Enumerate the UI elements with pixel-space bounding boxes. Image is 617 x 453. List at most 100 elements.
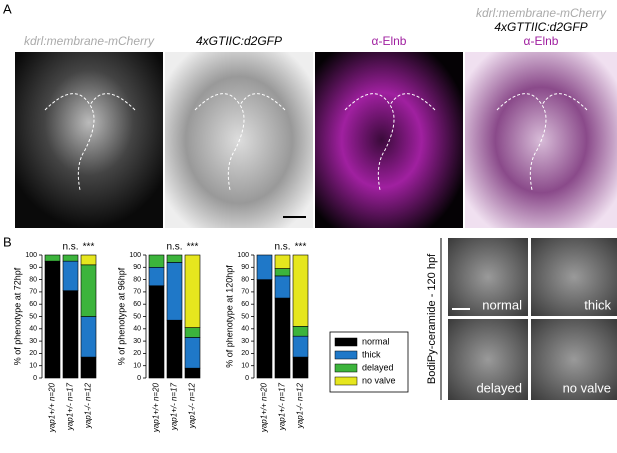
bar-segment [184,327,201,338]
bar-segment [292,326,309,337]
significance: *** [83,242,95,253]
bar-segment [148,266,165,287]
image [448,238,528,316]
panel-label: B [3,234,12,249]
y-tick-label: 90 [133,264,141,271]
x-tick-label: yap1-/- n=12 [188,382,197,429]
y-tick-label: 100 [25,252,37,259]
legend-label: thick [362,349,381,359]
legend-label: delayed [362,362,394,372]
legend-swatch [334,337,358,347]
y-tick-label: 0 [33,375,37,382]
y-tick-label: 60 [133,301,141,308]
bar-segment [80,254,97,266]
micrographs [15,52,617,228]
y-tick-label: 10 [241,363,249,370]
y-tick-label: 70 [133,289,141,296]
y-tick-label: 0 [137,375,141,382]
image [448,319,528,400]
y-tick-label: 60 [241,301,249,308]
y-tick-label: 70 [241,289,249,296]
y-tick-label: 50 [29,313,37,320]
image-title: 4xGTIIC:d2GFP [196,34,282,48]
legend-swatch [334,350,358,360]
y-tick-label: 80 [29,276,37,283]
legend-label: normal [362,336,390,346]
x-tick-label: yap1+/+ n=20 [260,382,269,433]
x-tick-label: yap1+/- n=17 [66,382,75,431]
bodipy-grid: BodiPy-ceramide - 120 hpf [426,238,617,400]
significance: n.s. [274,242,290,253]
y-axis-label: % of phenotype at 120hpf [224,265,234,368]
y-tick-label: 40 [133,326,141,333]
bar-segment [44,254,61,262]
y-axis-label: % of phenotype at 72hpf [12,267,22,365]
bar-segment [148,254,165,268]
bar-segment [148,285,165,379]
bar-segment [256,254,273,280]
image-title: α-Elnb [524,34,559,48]
bar-segment [166,262,183,321]
image-title: kdrl:membrane-mCherry [476,6,607,20]
image-title: 4xGTTIIC:d2GFP [494,20,587,34]
y-tick-label: 90 [241,264,249,271]
y-tick-label: 100 [237,252,249,259]
image-label: thick [584,297,611,312]
y-tick-label: 70 [29,289,37,296]
x-tick-label: yap1-/- n=12 [84,382,93,429]
bar-segment [80,264,97,317]
y-tick-label: 20 [29,350,37,357]
y-tick-label: 30 [241,338,249,345]
y-tick-label: 10 [133,363,141,370]
bar-segment [62,260,79,291]
panel-label: A [3,1,12,16]
y-tick-label: 90 [29,264,37,271]
bar-segment [274,254,291,269]
legend-label: no valve [362,375,396,385]
y-tick-label: 30 [29,338,37,345]
y-tick-label: 60 [29,301,37,308]
bar-segment [292,356,309,379]
x-tick-label: yap1+/- n=17 [170,382,179,431]
bar-segment [274,297,291,379]
y-tick-label: 10 [29,363,37,370]
bar-segment [44,260,61,379]
y-axis-label: % of phenotype at 96hpf [116,267,126,365]
image [531,238,617,316]
image [531,319,617,400]
x-tick-label: yap1-/- n=12 [296,382,305,429]
bar-segment [256,279,273,379]
bar-segment [292,254,309,327]
image-label: no valve [563,380,611,395]
bar-segment [166,254,183,263]
outline [44,93,588,191]
y-tick-label: 40 [29,326,37,333]
x-tick-label: yap1+/+ n=20 [48,382,57,433]
bar-segment [274,275,291,299]
image-label: normal [482,297,522,312]
bodipy-title: BodiPy-ceramide - 120 hpf [426,253,438,384]
significance: n.s. [166,242,182,253]
y-tick-label: 100 [129,252,141,259]
y-tick-label: 20 [241,350,249,357]
bar-segment [184,367,201,379]
bar-segment [166,319,183,379]
bar-segment [80,356,97,379]
bar-segment [184,254,201,328]
bar-segment [274,268,291,277]
image-title: α-Elnb [372,34,407,48]
bar-segment [62,254,79,262]
bar-segment [80,316,97,358]
x-tick-label: yap1+/- n=17 [278,382,287,431]
y-tick-label: 20 [133,350,141,357]
y-tick-label: 50 [241,313,249,320]
legend-swatch [334,376,358,386]
y-tick-label: 50 [133,313,141,320]
significance: *** [295,242,307,253]
significance: *** [187,242,199,253]
bar-segment [184,337,201,369]
y-tick-label: 80 [133,276,141,283]
y-tick-label: 80 [241,276,249,283]
y-tick-label: 40 [241,326,249,333]
